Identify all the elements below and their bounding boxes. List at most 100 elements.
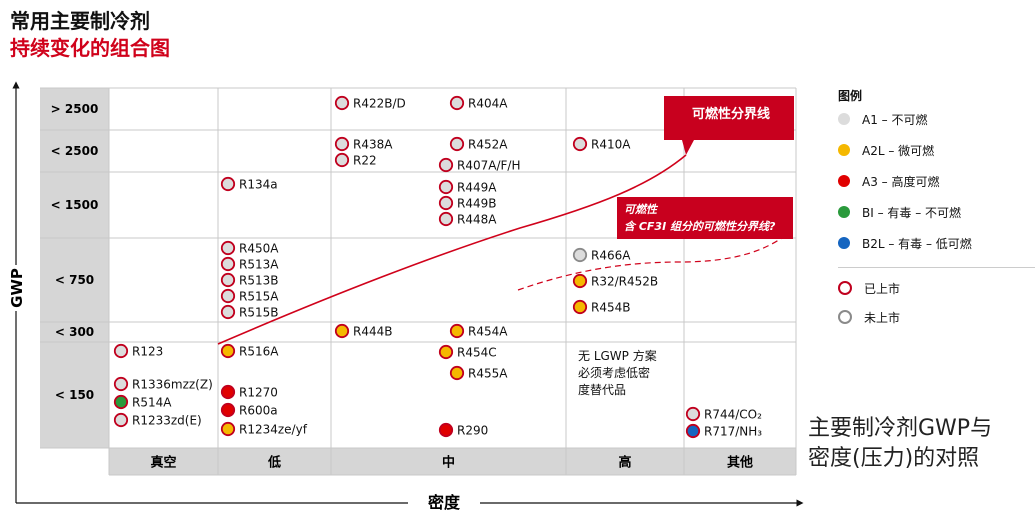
- refrigerant-marker: [113, 412, 129, 428]
- refrigerant-marker: [685, 406, 701, 422]
- legend-title: 图例: [838, 89, 863, 103]
- refrigerant-label: R513A: [239, 258, 279, 272]
- refrigerant-label: R444B: [353, 325, 392, 339]
- refrigerant-marker: [220, 421, 236, 437]
- refrigerant-label: R514A: [132, 396, 172, 410]
- refrigerant-label: R449A: [457, 181, 497, 195]
- refrigerant-label: R516A: [239, 345, 279, 359]
- refrigerant-label: R600a: [239, 404, 278, 418]
- refrigerant-marker: [220, 240, 236, 256]
- refrigerant-marker: [220, 272, 236, 288]
- row-label: < 150: [55, 388, 94, 402]
- caption-line-2: 密度(压力)的对照: [808, 446, 980, 471]
- refrigerant-marker: [438, 157, 454, 173]
- refrigerant-label: R515B: [239, 306, 278, 320]
- column-label: 其他: [727, 455, 753, 471]
- row-label: < 2500: [51, 144, 99, 158]
- legend-dot-icon: [838, 175, 850, 187]
- refrigerant-label: R123: [132, 345, 163, 359]
- refrigerant-label: R450A: [239, 242, 279, 256]
- refrigerant-marker: [572, 136, 588, 152]
- cell-note: 度替代品: [578, 382, 626, 397]
- refrigerant-label: R1234ze/yf: [239, 423, 308, 437]
- side-caption: 主要制冷剂GWP与 密度(压力)的对照: [808, 414, 992, 474]
- refrigerant-marker: [685, 423, 701, 439]
- refrigerant-marker: [572, 273, 588, 289]
- refrigerant-label: R449B: [457, 197, 496, 211]
- legend-item: A3 – 高度可燃: [838, 172, 939, 190]
- refrigerant-label: R513B: [239, 274, 278, 288]
- refrigerant-marker: [220, 384, 236, 400]
- refrigerant-marker: [220, 288, 236, 304]
- legend-label: A1 – 不可燃: [862, 112, 928, 127]
- refrigerant-marker: [220, 402, 236, 418]
- legend-dot-icon: [838, 144, 850, 156]
- title-line-1: 常用主要制冷剂: [10, 9, 150, 33]
- legend-item: BI – 有毒 – 不可燃: [838, 203, 961, 221]
- cf3i-label-1: 可燃性: [624, 203, 659, 216]
- refrigerant-marks: R422B/D R404A R438A R22 R452A R407A/F/H R410A R…: [113, 95, 762, 439]
- legend-item: A2L – 微可燃: [838, 141, 934, 159]
- refrigerant-marker: [449, 323, 465, 339]
- cf3i-label-2: 含 CF3I 组分的可燃性分界线?: [624, 220, 776, 233]
- legend-dot-icon: [838, 113, 850, 125]
- refrigerant-marker: [220, 176, 236, 192]
- x-axis-label-bg: [408, 490, 480, 514]
- column-label: 低: [267, 455, 281, 471]
- refrigerant-marker: [449, 95, 465, 111]
- refrigerant-marker: [438, 195, 454, 211]
- column-label: 中: [442, 455, 455, 471]
- refrigerant-marker: [438, 344, 454, 360]
- refrigerant-label: R32/R452B: [591, 275, 658, 289]
- refrigerant-label: R454A: [468, 325, 508, 339]
- refrigerant-label: R454C: [457, 346, 497, 360]
- row-label: < 1500: [51, 198, 99, 212]
- cf3i-callout: [617, 197, 793, 239]
- legend-label: BI – 有毒 – 不可燃: [862, 205, 962, 220]
- row-label: > 2500: [51, 102, 99, 116]
- caption-line-1: 主要制冷剂GWP与: [808, 416, 993, 441]
- cf3i-boundary-line: [517, 231, 791, 291]
- legend-ring-icon: [838, 310, 852, 324]
- row-label: < 750: [55, 273, 94, 287]
- flammable-boundary-callout: [664, 96, 794, 155]
- refrigerant-label: R744/CO₂: [704, 408, 762, 422]
- y-axis-label-bg: [6, 265, 28, 311]
- legend-item: B2L – 有毒 – 低可燃: [838, 234, 972, 252]
- column-label: 高: [618, 455, 631, 471]
- refrigerant-label: R515A: [239, 290, 279, 304]
- refrigerant-marker: [572, 299, 588, 315]
- legend-label: A2L – 微可燃: [862, 143, 935, 158]
- refrigerant-marker: [449, 136, 465, 152]
- refrigerant-label: R452A: [468, 138, 508, 152]
- boundary-lines: 可燃性分界线 可燃性 含 CF3I 组分的可燃性分界线?: [217, 96, 794, 345]
- column-label: 真空: [150, 455, 176, 471]
- refrigerant-marker: [334, 136, 350, 152]
- legend-label: A3 – 高度可燃: [862, 174, 940, 189]
- legend-item: A1 – 不可燃: [838, 110, 927, 128]
- refrigerant-marker: [220, 343, 236, 359]
- refrigerant-label: R410A: [591, 138, 631, 152]
- flammable-boundary-label: 可燃性分界线: [692, 106, 770, 122]
- refrigerant-marker: [334, 323, 350, 339]
- refrigerant-label: R422B/D: [353, 97, 406, 111]
- legend-label: B2L – 有毒 – 低可燃: [862, 236, 972, 251]
- cell-note: 无 LGWP 方案: [578, 348, 657, 363]
- refrigerant-label: R438A: [353, 138, 393, 152]
- legend-dot-icon: [838, 206, 850, 218]
- axes: 密度 GWP: [6, 81, 804, 514]
- legend-status-item: 已上市: [838, 279, 900, 297]
- refrigerant-marker: [220, 304, 236, 320]
- refrigerant-marker: [113, 376, 129, 392]
- refrigerant-label: R404A: [468, 97, 508, 111]
- refrigerant-marker: [438, 211, 454, 227]
- refrigerant-label: R448A: [457, 213, 497, 227]
- refrigerant-label: R455A: [468, 367, 508, 381]
- x-axis-label: 密度: [427, 493, 461, 512]
- legend-separator: [838, 267, 1035, 268]
- legend-status-item: 未上市: [838, 308, 900, 326]
- legend-dot-icon: [838, 237, 850, 249]
- refrigerant-marker: [334, 95, 350, 111]
- refrigerant-label: R454B: [591, 301, 630, 315]
